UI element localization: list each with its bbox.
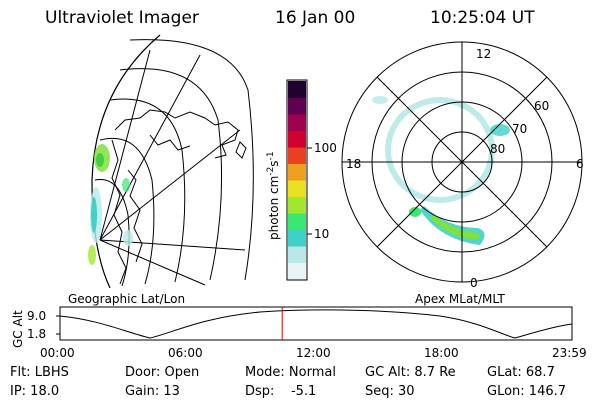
coastline bbox=[111, 139, 127, 285]
colorbar-tick-10: 10 bbox=[314, 227, 329, 241]
gc-alt-readout: GC Alt: 8.7 Re bbox=[365, 365, 456, 380]
altitude-plot-frame bbox=[59, 306, 573, 341]
colorbar-segment bbox=[288, 229, 306, 247]
mode-readout: Mode: Normal bbox=[245, 365, 336, 380]
time-label: 10:25:04 UT bbox=[430, 8, 535, 28]
altitude-curve bbox=[59, 309, 573, 339]
ip-readout: IP: 18.0 bbox=[10, 384, 60, 399]
colorbar-segment bbox=[288, 196, 306, 214]
filter-readout: Flt: LBHS bbox=[10, 365, 69, 380]
colorbar bbox=[286, 79, 312, 281]
longitude-line bbox=[99, 129, 241, 241]
longitude-line bbox=[99, 49, 151, 241]
geographic-map bbox=[91, 34, 254, 288]
colorbar-segment bbox=[288, 114, 306, 131]
longitude-line bbox=[99, 239, 206, 286]
lat-label-70: 70 bbox=[512, 122, 527, 136]
altitude-xtick-1800: 18:00 bbox=[424, 346, 459, 360]
gain-readout: Gain: 13 bbox=[125, 384, 180, 399]
longitude-line bbox=[99, 239, 246, 251]
altitude-ytick-1-8: 1.8 bbox=[27, 327, 46, 341]
seq-readout: Seq: 30 bbox=[365, 384, 415, 399]
colorbar-label: photon cm-2s-1 bbox=[266, 151, 281, 240]
colorbar-segment bbox=[288, 130, 306, 148]
altitude-ylabel: GC Alt bbox=[11, 310, 25, 348]
dsp-readout: Dsp: -5.1 bbox=[245, 384, 317, 399]
right-map-caption: Apex MLat/MLT bbox=[415, 292, 505, 306]
latitude-arc bbox=[129, 39, 254, 281]
mlt-label-left: 18 bbox=[346, 157, 361, 171]
date-label: 16 Jan 00 bbox=[275, 8, 356, 28]
globe-limb bbox=[91, 34, 161, 288]
mlt-label-bottom: 0 bbox=[470, 276, 478, 290]
latitude-arc bbox=[99, 137, 155, 285]
colorbar-tick-100: 100 bbox=[314, 141, 337, 155]
coastline bbox=[235, 141, 247, 159]
auroral-emission-left bbox=[88, 144, 133, 265]
coastline bbox=[127, 169, 143, 263]
coastline bbox=[114, 109, 239, 159]
left-map-caption: Geographic Lat/Lon bbox=[68, 292, 185, 306]
altitude-xtick-0600: 06:00 bbox=[168, 346, 203, 360]
mlt-label-top: 12 bbox=[476, 47, 491, 61]
latitude-arc bbox=[119, 68, 223, 281]
colorbar-segment bbox=[288, 81, 306, 98]
coastline bbox=[149, 134, 191, 151]
lat-label-60: 60 bbox=[534, 99, 549, 113]
colorbar-segment bbox=[288, 97, 306, 115]
altitude-xtick-0000: 00:00 bbox=[40, 346, 75, 360]
latitude-arc bbox=[109, 98, 186, 283]
altitude-xtick-2359: 23:59 bbox=[552, 346, 587, 360]
app-title: Ultraviolet Imager bbox=[45, 8, 199, 28]
altitude-xtick-1200: 12:00 bbox=[296, 346, 331, 360]
glat-readout: GLat: 68.7 bbox=[487, 365, 555, 380]
colorbar-segment bbox=[288, 163, 306, 181]
lat-label-80: 80 bbox=[490, 142, 505, 156]
altitude-plot bbox=[56, 306, 573, 341]
glon-readout: GLon: 146.7 bbox=[487, 384, 567, 399]
colorbar-segment bbox=[288, 180, 306, 197]
colorbar-segment bbox=[288, 246, 306, 263]
colorbar-segment bbox=[288, 147, 306, 164]
mlt-diagonal bbox=[376, 76, 548, 248]
colorbar-segment bbox=[288, 262, 306, 280]
polar-map bbox=[341, 41, 583, 283]
door-readout: Door: Open bbox=[125, 365, 200, 380]
altitude-ytick-9: 9.0 bbox=[27, 309, 46, 323]
longitude-line bbox=[99, 54, 201, 241]
mlt-label-right: 6 bbox=[576, 157, 584, 171]
colorbar-segment bbox=[288, 213, 306, 230]
